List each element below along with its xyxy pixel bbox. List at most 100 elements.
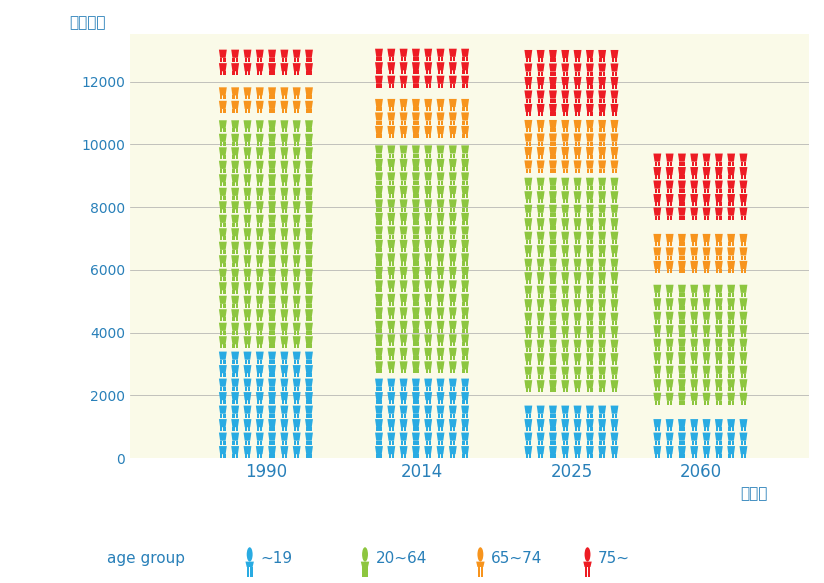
Polygon shape	[391, 84, 394, 88]
Polygon shape	[438, 302, 440, 306]
Polygon shape	[682, 320, 685, 324]
Polygon shape	[412, 294, 420, 302]
Polygon shape	[550, 85, 553, 89]
Polygon shape	[400, 446, 408, 454]
Polygon shape	[602, 361, 605, 366]
Polygon shape	[739, 285, 747, 293]
Polygon shape	[728, 189, 731, 193]
Polygon shape	[600, 99, 602, 103]
Polygon shape	[260, 156, 263, 159]
Polygon shape	[611, 50, 618, 58]
Polygon shape	[536, 205, 545, 213]
Polygon shape	[309, 454, 311, 458]
Polygon shape	[563, 168, 565, 173]
Polygon shape	[561, 406, 569, 414]
Polygon shape	[574, 326, 582, 334]
Polygon shape	[615, 72, 617, 76]
Polygon shape	[282, 196, 284, 200]
Polygon shape	[691, 446, 698, 454]
Polygon shape	[450, 57, 452, 61]
Polygon shape	[653, 261, 661, 269]
Polygon shape	[561, 259, 569, 267]
Polygon shape	[412, 99, 420, 107]
Polygon shape	[282, 71, 284, 75]
Polygon shape	[716, 441, 719, 445]
Polygon shape	[588, 321, 589, 325]
Polygon shape	[691, 454, 694, 458]
Polygon shape	[401, 289, 403, 293]
Polygon shape	[428, 194, 431, 198]
Polygon shape	[600, 186, 602, 190]
Polygon shape	[695, 175, 697, 179]
Polygon shape	[413, 387, 415, 391]
Polygon shape	[391, 248, 394, 252]
Polygon shape	[588, 567, 590, 577]
Polygon shape	[744, 374, 746, 378]
Polygon shape	[297, 454, 299, 458]
Polygon shape	[449, 334, 456, 342]
Polygon shape	[590, 454, 592, 458]
Polygon shape	[615, 454, 617, 458]
Polygon shape	[615, 348, 617, 352]
Polygon shape	[550, 168, 553, 173]
Polygon shape	[602, 58, 605, 62]
Polygon shape	[719, 454, 722, 458]
Polygon shape	[563, 128, 565, 132]
Polygon shape	[586, 231, 594, 240]
Polygon shape	[232, 264, 235, 268]
Polygon shape	[413, 329, 415, 333]
Polygon shape	[294, 196, 297, 200]
Polygon shape	[219, 378, 227, 387]
Polygon shape	[565, 186, 568, 190]
Polygon shape	[280, 242, 288, 250]
Polygon shape	[461, 446, 469, 454]
Polygon shape	[719, 320, 722, 324]
Polygon shape	[389, 221, 391, 225]
Polygon shape	[586, 406, 594, 414]
Polygon shape	[590, 388, 592, 392]
Polygon shape	[236, 142, 238, 146]
Polygon shape	[375, 113, 383, 121]
Polygon shape	[285, 360, 287, 364]
Polygon shape	[375, 446, 383, 454]
Polygon shape	[563, 280, 565, 285]
Polygon shape	[462, 181, 465, 185]
Polygon shape	[704, 307, 706, 310]
Polygon shape	[401, 275, 403, 279]
Polygon shape	[449, 99, 456, 107]
Polygon shape	[678, 247, 686, 255]
Polygon shape	[611, 128, 614, 132]
Polygon shape	[588, 58, 589, 62]
Polygon shape	[703, 194, 710, 202]
Polygon shape	[598, 353, 606, 361]
Polygon shape	[450, 167, 452, 171]
Polygon shape	[598, 286, 606, 294]
Polygon shape	[424, 378, 432, 387]
Polygon shape	[441, 107, 443, 111]
Polygon shape	[588, 186, 589, 190]
Polygon shape	[437, 126, 444, 134]
Polygon shape	[391, 262, 394, 265]
Polygon shape	[453, 370, 456, 374]
Polygon shape	[554, 294, 555, 298]
Polygon shape	[703, 181, 710, 189]
Polygon shape	[309, 387, 311, 391]
Polygon shape	[654, 189, 657, 193]
Polygon shape	[391, 221, 394, 225]
Polygon shape	[220, 387, 222, 391]
Polygon shape	[309, 317, 311, 321]
Polygon shape	[678, 352, 686, 360]
Polygon shape	[268, 419, 276, 427]
Polygon shape	[236, 441, 238, 445]
Polygon shape	[715, 208, 723, 216]
Polygon shape	[598, 205, 606, 213]
Polygon shape	[529, 254, 531, 257]
Polygon shape	[441, 387, 443, 391]
Polygon shape	[428, 134, 431, 138]
Polygon shape	[524, 245, 532, 254]
Polygon shape	[703, 247, 710, 255]
Polygon shape	[691, 194, 698, 202]
Polygon shape	[268, 446, 276, 454]
Polygon shape	[412, 406, 420, 414]
Polygon shape	[600, 128, 602, 132]
